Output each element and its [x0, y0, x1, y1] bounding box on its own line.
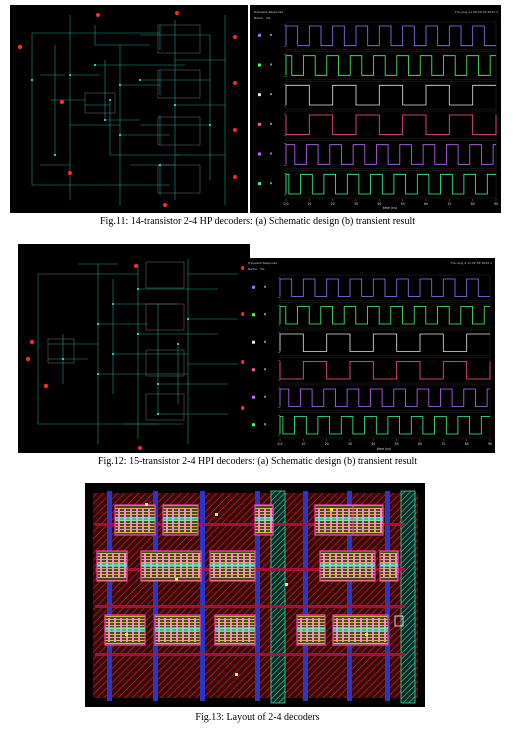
legend-vis-box — [270, 152, 272, 155]
x-tick-label: 0.0 — [277, 442, 282, 446]
legend-swatch — [258, 33, 261, 37]
layout-diffusion — [210, 563, 255, 567]
layout-diffusion — [380, 563, 398, 567]
fig12-legend-vis: Vis — [260, 267, 265, 271]
legend-vis-box — [264, 423, 266, 426]
legend-vis-box — [270, 33, 272, 36]
layout-diffusion — [97, 563, 127, 567]
layout-diffusion — [115, 517, 155, 521]
x-tick-label: 40 — [371, 442, 375, 446]
x-tick-label: 20 — [331, 202, 335, 206]
fig11-transient-svg: Transient Response Thu Aug 11 09:29:33 2… — [253, 10, 498, 210]
layout-diffusion — [155, 627, 200, 631]
layout-diffusion — [315, 517, 360, 521]
x-tick-label: 30 — [354, 202, 358, 206]
x-tick-label: 50 — [395, 442, 399, 446]
layout-diffusion — [320, 563, 375, 567]
waveform-line — [279, 278, 490, 297]
legend-vis-box — [270, 122, 272, 125]
legend-swatch — [252, 395, 255, 399]
legend-vis-box — [270, 93, 272, 96]
fig11-transient-title: Transient Response — [253, 10, 283, 14]
layout-diffusion — [141, 563, 201, 567]
layout-diffusion — [255, 517, 273, 521]
fig12-caption: Fig.12: 15-transistor 2-4 HPI decoders: … — [97, 456, 418, 467]
legend-vis-box — [264, 368, 266, 371]
legend-vis-box — [270, 182, 272, 185]
waveform-line — [279, 416, 490, 435]
fig12-transient-title: Transient Response — [247, 261, 277, 265]
legend-vis-box — [264, 313, 266, 316]
x-tick-label: 30 — [348, 442, 352, 446]
fig13-layout — [85, 483, 425, 707]
legend-swatch — [258, 152, 261, 156]
fig11-legend-vis: Vis — [266, 16, 271, 20]
legend-swatch — [252, 340, 255, 344]
fig12-transient-svg: Transient Response Thu Aug 4 11:32:55 20… — [247, 261, 492, 451]
waveform-line — [285, 55, 496, 76]
x-tick-label: 60 — [418, 442, 422, 446]
x-tick-label: 0.0 — [283, 202, 288, 206]
legend-vis-box — [264, 340, 266, 343]
legend-swatch — [252, 313, 255, 317]
waveform-line — [279, 306, 490, 325]
legend-swatch — [252, 285, 255, 289]
fig11-transient-date: Thu Aug 11 09:29:33 2022 1 — [454, 10, 498, 14]
legend-vis-box — [264, 285, 266, 288]
waveform-line — [279, 333, 490, 352]
layout-diffusion — [333, 627, 388, 631]
layout-diffusion — [297, 627, 325, 631]
x-tick-label: 70 — [447, 202, 451, 206]
fig11-legend-name: Name — [254, 16, 263, 20]
x-tick-label: 10 — [307, 202, 311, 206]
waveform-line — [285, 144, 496, 165]
legend-swatch — [252, 368, 255, 372]
x-tick-label: 20 — [325, 442, 329, 446]
x-tick-label: 90 — [494, 202, 498, 206]
legend-swatch — [258, 182, 261, 186]
waveform-line — [279, 388, 490, 407]
fig12-legend-name: Name — [248, 267, 257, 271]
x-tick-label: 80 — [465, 442, 469, 446]
x-tick-label: 70 — [441, 442, 445, 446]
legend-swatch — [258, 63, 261, 67]
legend-vis-box — [264, 395, 266, 398]
fig11-schematic — [10, 5, 248, 213]
legend-swatch — [258, 122, 261, 126]
fig12-transient-date: Thu Aug 4 11:32:55 2022 1 — [450, 261, 492, 265]
waveform-line — [285, 84, 496, 106]
fig12-transient-plot: Transient Response Thu Aug 4 11:32:55 20… — [244, 258, 495, 453]
fig11-transient-plot: Transient Response Thu Aug 11 09:29:33 2… — [250, 5, 501, 213]
legend-swatch — [258, 93, 261, 97]
x-tick-label: 50 — [401, 202, 405, 206]
x-tick-label: 80 — [471, 202, 475, 206]
waveform-line — [285, 114, 497, 136]
layout-diffusion — [215, 627, 255, 631]
waveform-line — [285, 25, 496, 47]
fig13-layout-svg — [93, 490, 418, 704]
x-tick-label: 90 — [488, 442, 492, 446]
layout-diffusion — [353, 517, 383, 521]
x-tick-label: 40 — [377, 202, 381, 206]
fig12-schematic-svg — [25, 259, 245, 450]
layout-diffusion — [105, 627, 145, 631]
fig11-schematic-svg — [17, 11, 237, 207]
fig12-schematic — [18, 244, 250, 453]
waveform-line — [285, 173, 496, 195]
legend-swatch — [252, 423, 255, 427]
x-tick-label: 10 — [301, 442, 305, 446]
x-tick-label: 60 — [424, 202, 428, 206]
fig12-xlabel: time (ns) — [377, 447, 391, 451]
layout-diffusion — [163, 517, 198, 521]
legend-vis-box — [270, 63, 272, 66]
fig11-caption: Fig.11: 14-transistor 2-4 HP decoders: (… — [99, 216, 416, 227]
fig11-xlabel: time (ns) — [383, 206, 397, 210]
waveform-line — [279, 361, 491, 380]
fig13-caption: Fig.13: Layout of 2-4 decoders — [195, 712, 320, 723]
